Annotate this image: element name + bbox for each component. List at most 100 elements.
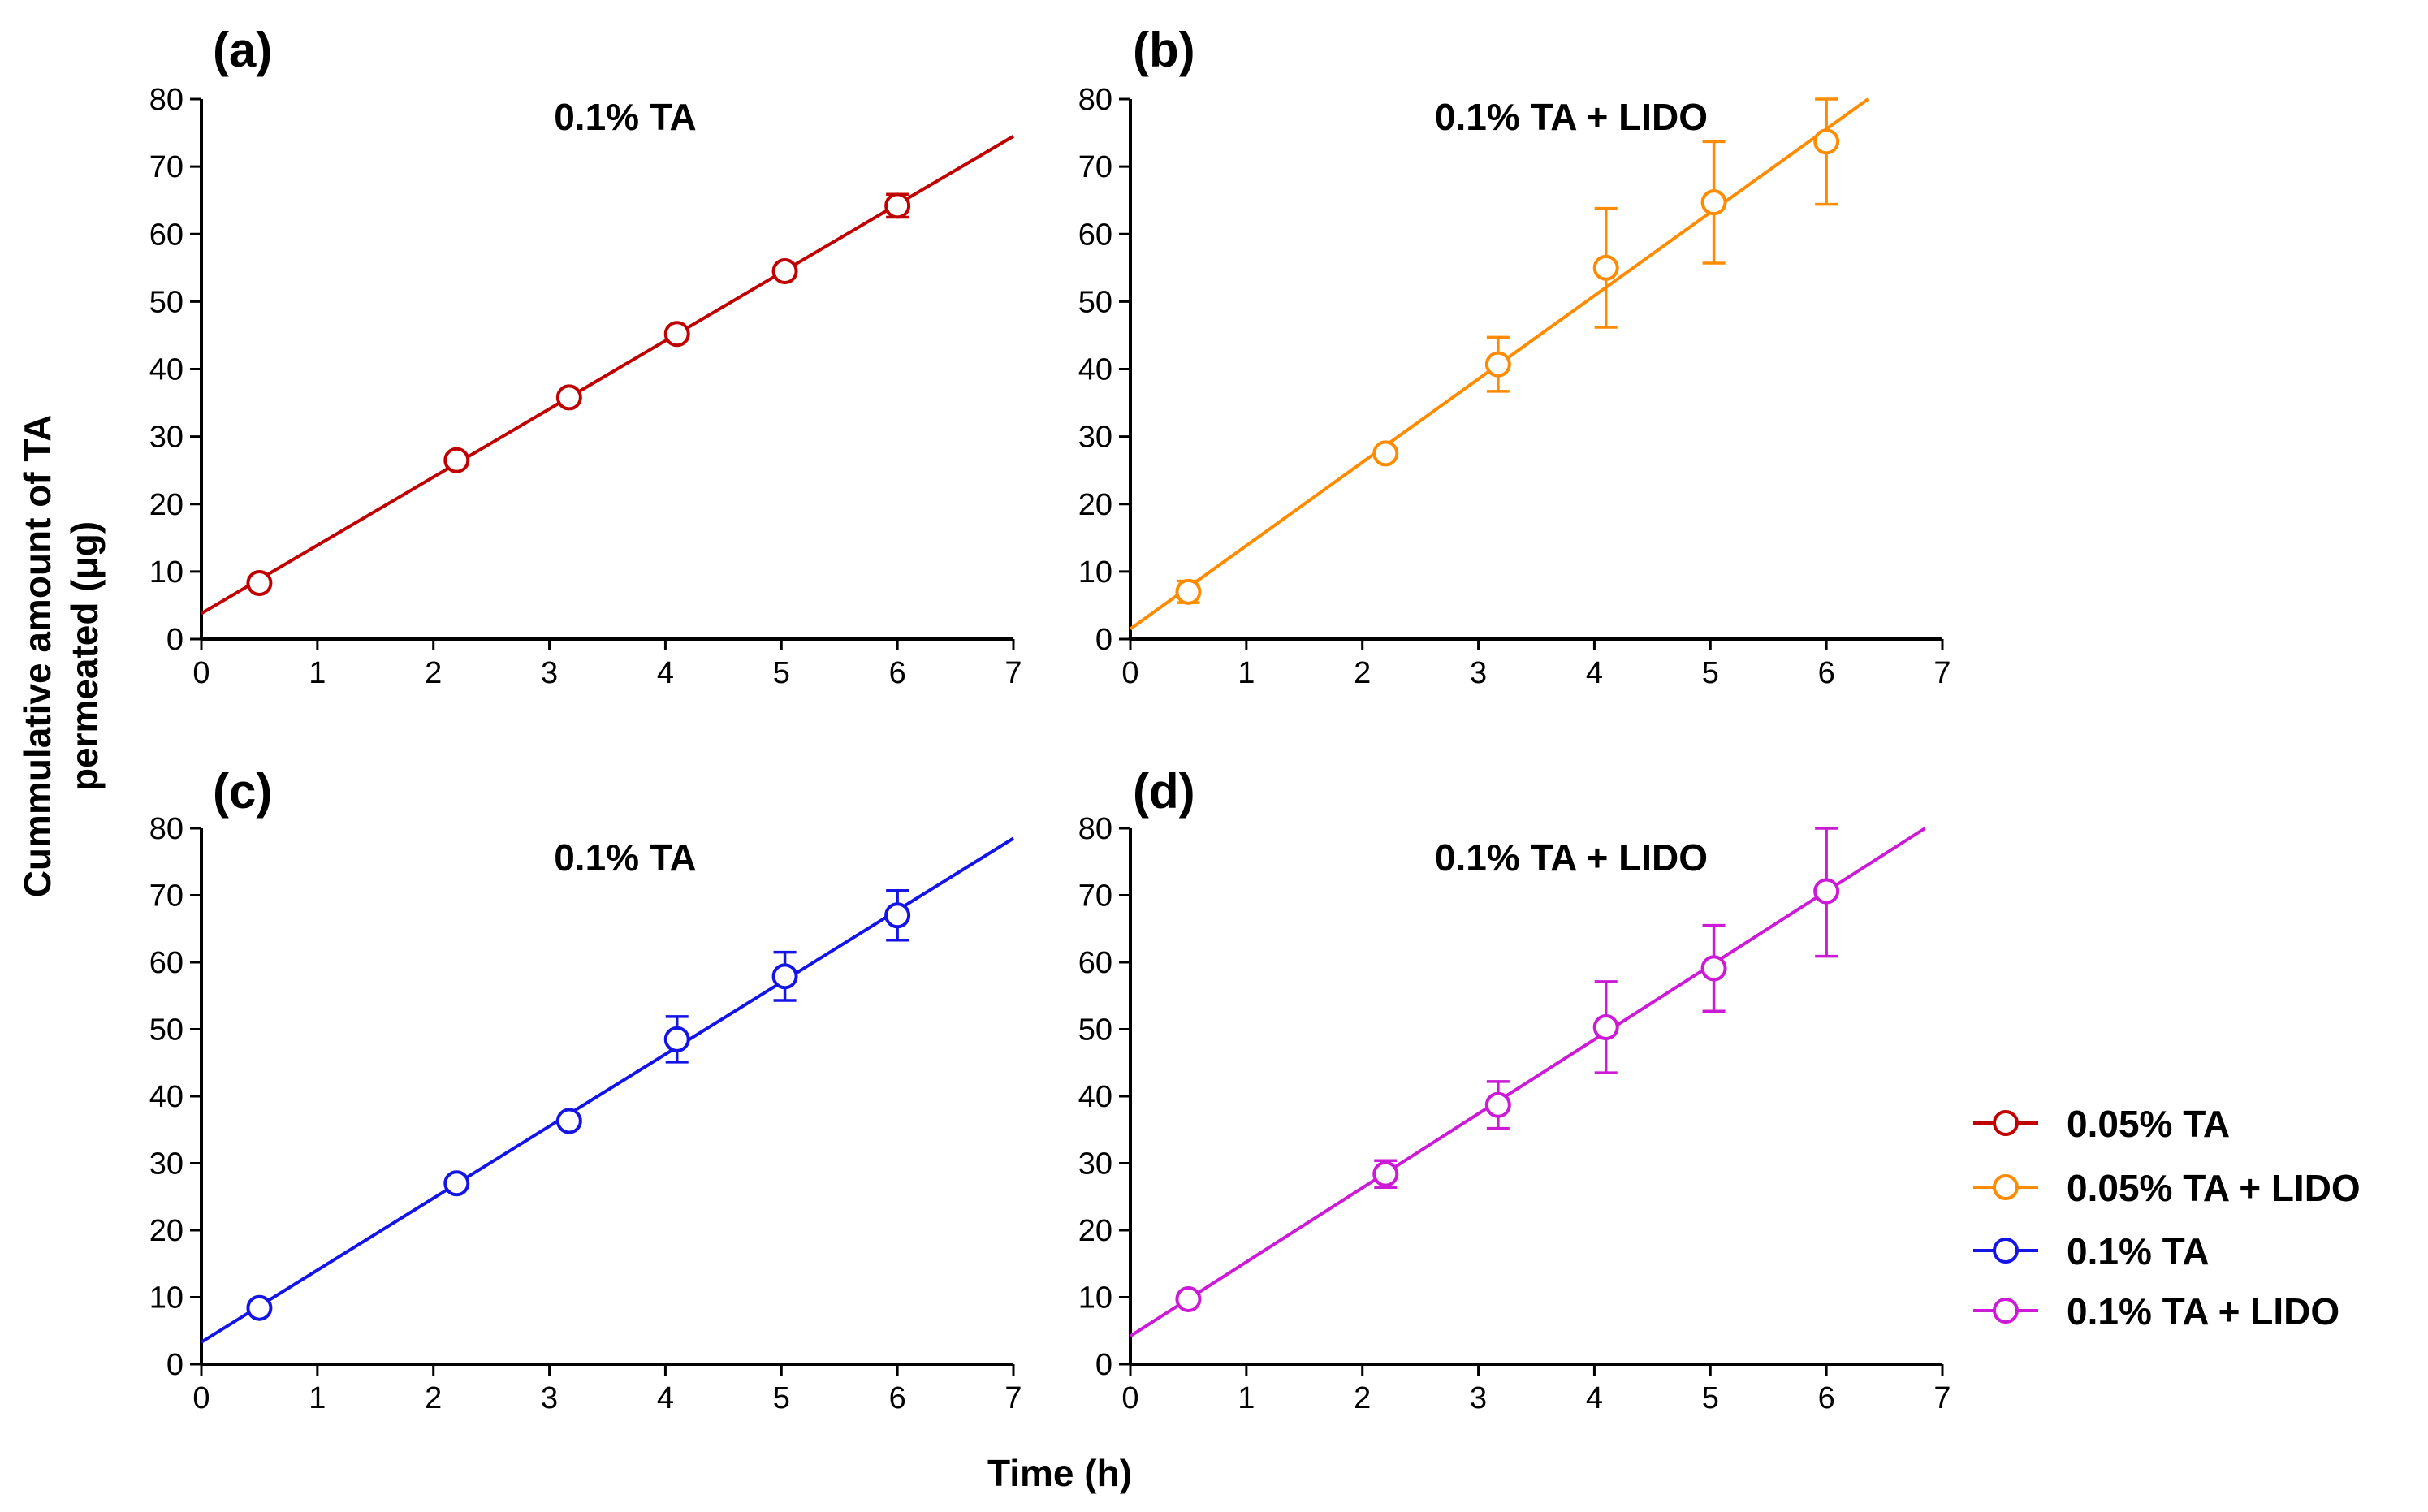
x-tick-label: 5 [773,656,790,690]
legend-label: 0.1% TA + LIDO [2067,1290,2339,1333]
x-tick-label: 2 [1354,1381,1371,1415]
data-point [771,963,798,990]
y-tick-label: 20 [149,488,184,522]
x-tick-label: 6 [1818,656,1835,690]
y-tick-label: 80 [149,812,184,846]
y-tick-label: 50 [149,1013,184,1048]
data-point [1700,955,1727,982]
y-tick-label: 0 [1095,623,1112,657]
x-tick-label: 0 [192,656,210,690]
x-tick-label: 3 [1470,656,1487,690]
x-tick-label: 4 [1586,1381,1603,1415]
panel-b: (b) 0.1% TA + LIDO 0 10 20 30 40 50 60 70 80 0 1 2 3… [1078,23,1951,690]
fit-line [1129,827,1926,1338]
y-axis-title-line2: permeated (μg) [63,521,106,791]
y-tick-label: 10 [149,1281,184,1315]
y-tick-label: 80 [1078,83,1112,117]
data-point [246,570,273,597]
data-point [884,192,911,219]
x-tick-label: 7 [1933,1381,1951,1415]
legend-item: 0.05% TA [1973,1103,2230,1145]
x-tick-label: 1 [309,656,326,690]
data-point [663,321,690,348]
x-tick-label: 5 [1702,1381,1719,1415]
y-tick-label: 60 [149,946,184,980]
y-tick-label: 80 [149,83,184,117]
data-point [1484,351,1511,378]
data-point [1175,578,1202,605]
y-tick-label: 70 [1078,879,1112,914]
legend-item: 0.1% TA + LIDO [1973,1290,2339,1333]
x-tick-label: 3 [1470,1381,1487,1415]
y-tick-label: 70 [149,150,184,184]
legend: 0.05% TA 0.05% TA + LIDO 0.1% TA 0.1% TA… [1973,1103,2361,1333]
panel-d-title: 0.1% TA + LIDO [1435,836,1708,879]
fit-line [200,836,1015,1344]
y-tick-label: 20 [149,1214,184,1248]
y-tick-label: 70 [1078,150,1112,184]
data-point [555,1108,582,1134]
y-tick-label: 40 [1078,353,1112,387]
panel-d-letter: (d) [1133,764,1195,819]
data-point [884,902,911,929]
x-tick-label: 0 [1121,656,1138,690]
y-tick-label: 10 [1078,1281,1112,1315]
x-tick-label: 5 [773,1381,790,1415]
y-tick-label: 30 [149,421,184,455]
x-tick-label: 4 [657,656,674,690]
y-tick-label: 40 [149,353,184,387]
x-tick-label: 3 [541,1381,558,1415]
y-tick-label: 40 [1078,1080,1112,1114]
panel-b-letter: (b) [1133,23,1195,77]
data-point [1372,440,1399,467]
data-point [1592,254,1619,281]
y-tick-label: 30 [1078,1147,1112,1182]
data-point [663,1026,690,1052]
panel-c-letter: (c) [213,764,272,819]
y-tick-label: 20 [1078,1214,1112,1248]
legend-label: 0.1% TA [2067,1230,2210,1272]
x-tick-label: 7 [1004,1381,1022,1415]
y-tick-label: 70 [149,879,184,914]
panel-c: (c) 0.1% TA 0 10 20 30 40 50 60 70 80 0 1 2 3 4 5 6 7 [149,764,1022,1415]
x-tick-label: 7 [1004,656,1022,690]
y-axis-title-line1: Cummulative amount of TA [16,415,58,898]
y-tick-label: 30 [149,1147,184,1182]
x-tick-label: 2 [425,1381,442,1415]
legend-item: 0.05% TA + LIDO [1973,1167,2361,1209]
data-point [1175,1285,1202,1312]
x-tick-label: 4 [657,1381,674,1415]
x-tick-label: 7 [1933,656,1951,690]
y-tick-label: 60 [149,218,184,252]
data-point [443,447,470,473]
data-point [1484,1091,1511,1118]
legend-item: 0.1% TA [1973,1230,2210,1272]
data-point [1372,1160,1399,1187]
legend-label: 0.05% TA [2067,1103,2230,1145]
x-tick-label: 3 [541,656,558,690]
x-tick-label: 4 [1586,656,1603,690]
y-tick-label: 0 [166,1348,184,1382]
x-tick-label: 1 [1238,656,1255,690]
data-point [1592,1014,1619,1041]
y-tick-label: 20 [1078,488,1112,522]
legend-label: 0.05% TA + LIDO [2067,1167,2361,1209]
y-tick-label: 60 [1078,218,1112,252]
data-point [246,1294,273,1321]
x-tick-label: 6 [889,1381,906,1415]
y-tick-label: 10 [149,555,184,590]
panel-a-letter: (a) [213,23,272,77]
data-point [1700,189,1727,216]
y-tick-label: 80 [1078,812,1112,846]
data-point [1813,878,1840,905]
x-tick-label: 2 [1354,656,1371,690]
y-tick-label: 50 [1078,1013,1112,1048]
x-tick-label: 5 [1702,656,1719,690]
x-tick-label: 1 [1238,1381,1255,1415]
data-point [555,384,582,411]
x-axis-title: Time (h) [987,1452,1132,1494]
data-point [771,257,798,284]
x-tick-label: 0 [192,1381,210,1415]
y-tick-label: 50 [1078,285,1112,319]
